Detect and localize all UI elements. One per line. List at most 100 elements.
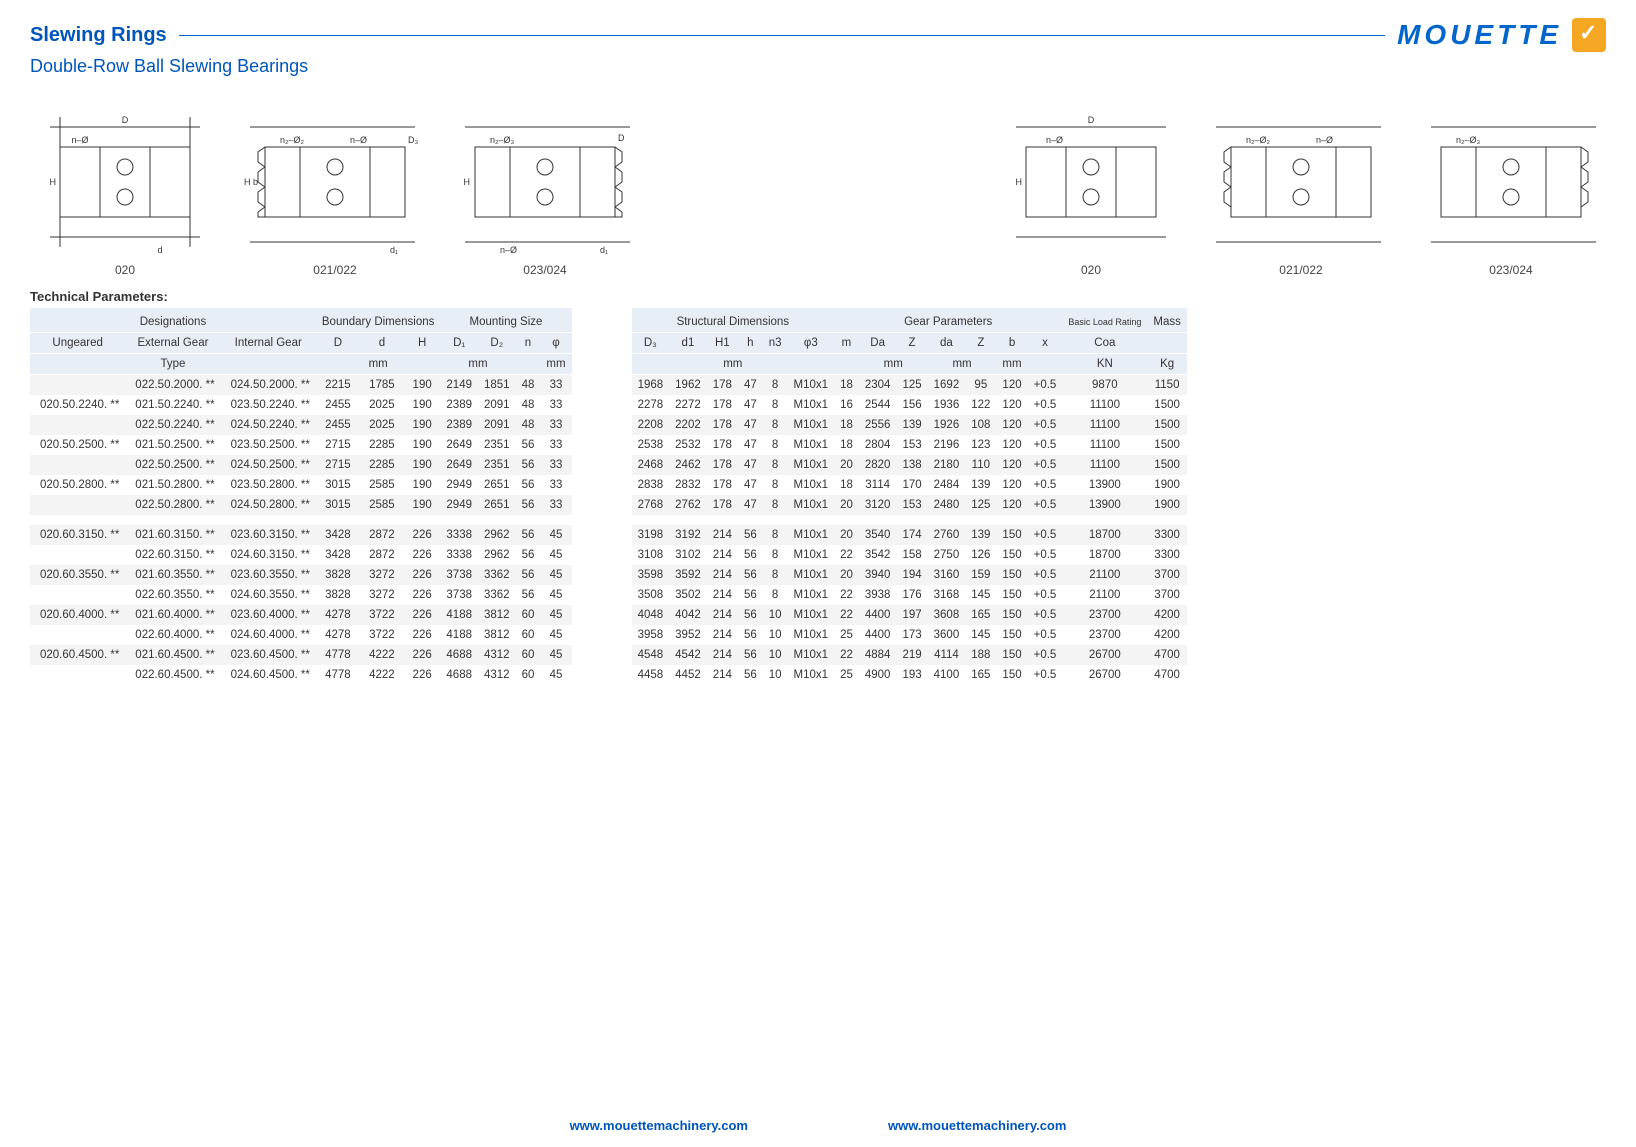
svg-text:n₂–Ø₂: n₂–Ø₂ [280, 135, 305, 145]
table-row: 454845422145610M10x12248842194114188150+… [632, 645, 1187, 665]
table-cell: 021.60.4500. ** [125, 645, 220, 665]
table-cell: 125 [965, 495, 996, 515]
table-cell: 3952 [669, 625, 707, 645]
col-header: d1 [669, 333, 707, 354]
table-cell: 2304 [859, 375, 897, 396]
table-cell: 120 [996, 395, 1027, 415]
table-cell: 16 [834, 395, 859, 415]
table-cell: 56 [738, 545, 763, 565]
table-cell: 4884 [859, 645, 897, 665]
table-cell: 176 [896, 585, 927, 605]
table-cell: 18 [834, 375, 859, 396]
table-cell: 3938 [859, 585, 897, 605]
table-cell: 214 [707, 545, 738, 565]
table-cell: 45 [540, 645, 571, 665]
col-header: da [928, 333, 966, 354]
table-row: 28382832178478M10x11831141702484139120+0… [632, 475, 1187, 495]
table-cell: 178 [707, 455, 738, 475]
table-cell: 2278 [632, 395, 670, 415]
table-cell: 2180 [928, 455, 966, 475]
header-divider [179, 35, 1385, 36]
table-cell: 4278 [316, 605, 360, 625]
table-cell: 4900 [859, 665, 897, 685]
table-cell: 3738 [440, 565, 478, 585]
table-cell: 214 [707, 525, 738, 545]
diagram-023-right: n₂–Ø₃ 023/024 [1416, 97, 1606, 277]
table-cell: 2149 [440, 375, 478, 396]
table-cell: 45 [540, 665, 571, 685]
table-cell: 4700 [1147, 645, 1186, 665]
table-cell: 020.50.2500. ** [30, 435, 125, 455]
table-cell: 2715 [316, 455, 360, 475]
table-cell: 021.60.4000. ** [125, 605, 220, 625]
svg-text:D: D [1088, 115, 1095, 125]
table-cell: 120 [996, 475, 1027, 495]
table-cell: 214 [707, 645, 738, 665]
table-cell: M10x1 [788, 415, 835, 435]
table-row [30, 515, 572, 525]
table-cell: 33 [540, 395, 571, 415]
table-cell: 11100 [1062, 435, 1147, 455]
table-row: 35083502214568M10x12239381763168145150+0… [632, 585, 1187, 605]
right-table-head: Structural Dimensions Gear Parameters Ba… [632, 308, 1187, 375]
table-cell: 4688 [440, 645, 478, 665]
table-cell: 2872 [360, 545, 404, 565]
table-cell: 4188 [440, 605, 478, 625]
table-cell: 9870 [1062, 375, 1147, 396]
table-cell: 2215 [316, 375, 360, 396]
table-cell: 60 [516, 625, 541, 645]
table-cell: 47 [738, 415, 763, 435]
table-cell: 120 [996, 435, 1027, 455]
col-header: n [516, 333, 541, 354]
table-cell: 022.50.2000. ** [125, 375, 220, 396]
table-cell: 3608 [928, 605, 966, 625]
table-cell: 120 [996, 455, 1027, 475]
table-cell: 3700 [1147, 585, 1186, 605]
col-header: D₃ [632, 333, 670, 354]
table-cell: 3428 [316, 525, 360, 545]
table-row: 020.60.4500. **021.60.4500. **023.60.450… [30, 645, 572, 665]
col-header [1147, 333, 1186, 354]
table-cell: 193 [896, 665, 927, 685]
unit-mm-1: mm [316, 354, 441, 375]
left-table-body: 022.50.2000. **024.50.2000. **2215178519… [30, 375, 572, 686]
col-header: φ [540, 333, 571, 354]
table-cell: 188 [965, 645, 996, 665]
table-cell: +0.5 [1028, 525, 1063, 545]
svg-text:n–Ø: n–Ø [1316, 135, 1333, 145]
col-header: x [1028, 333, 1063, 354]
table-cell: 3812 [478, 625, 516, 645]
table-cell: +0.5 [1028, 495, 1063, 515]
svg-text:D: D [122, 115, 129, 125]
table-cell: 60 [516, 605, 541, 625]
table-cell: 4548 [632, 645, 670, 665]
table-cell: 56 [516, 455, 541, 475]
table-cell [30, 375, 125, 396]
table-cell: 45 [540, 545, 571, 565]
table-cell: 2649 [440, 435, 478, 455]
logo-text: MOUETTE [1397, 19, 1562, 51]
table-cell: 023.60.3550. ** [221, 565, 316, 585]
table-cell: 150 [996, 585, 1027, 605]
table-cell: 2272 [669, 395, 707, 415]
table-cell: 3102 [669, 545, 707, 565]
table-cell: +0.5 [1028, 455, 1063, 475]
spacer-cell [30, 515, 572, 525]
table-cell: 4312 [478, 645, 516, 665]
table-cell: 21100 [1062, 585, 1147, 605]
table-cell: 4542 [669, 645, 707, 665]
table-cell: 4278 [316, 625, 360, 645]
cross-section-icon: n₂–Ø₃ [1416, 97, 1606, 257]
diagram-group-left: D n–Ø H d 020 n₂–Ø₂ [30, 97, 640, 277]
table-cell: 165 [965, 665, 996, 685]
table-cell: 1900 [1147, 495, 1186, 515]
table-cell: 3722 [360, 605, 404, 625]
table-cell: +0.5 [1028, 375, 1063, 396]
table-row: 022.50.2800. **024.50.2800. **3015258519… [30, 495, 572, 515]
table-cell: 8 [763, 375, 788, 396]
table-cell: 3812 [478, 605, 516, 625]
svg-text:d₁: d₁ [390, 245, 398, 255]
svg-text:n₂–Ø₃: n₂–Ø₃ [490, 135, 515, 145]
table-cell: 4222 [360, 645, 404, 665]
unit-blank [516, 354, 541, 375]
